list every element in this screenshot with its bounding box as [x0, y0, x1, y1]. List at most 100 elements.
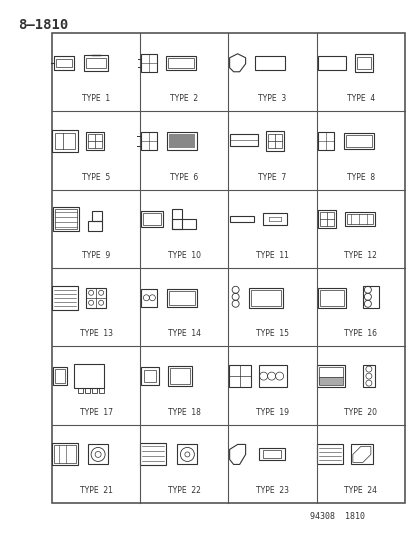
Bar — [54, 446, 76, 463]
Bar — [258, 448, 284, 461]
Bar — [319, 290, 343, 306]
Bar — [141, 212, 163, 228]
Text: TYPE  12: TYPE 12 — [344, 251, 376, 260]
Bar — [318, 377, 342, 385]
Bar — [318, 367, 342, 385]
Bar — [317, 56, 345, 70]
Text: TYPE  24: TYPE 24 — [344, 486, 377, 495]
Text: TYPE  9: TYPE 9 — [82, 251, 110, 260]
Bar — [52, 33, 404, 503]
Bar — [228, 365, 250, 387]
Text: TYPE  15: TYPE 15 — [256, 329, 288, 338]
Bar — [86, 288, 106, 308]
Bar — [172, 220, 196, 229]
Bar — [88, 445, 108, 464]
Bar — [84, 55, 108, 71]
Text: TYPE  6: TYPE 6 — [170, 173, 198, 182]
Bar — [141, 367, 159, 385]
Text: TYPE  21: TYPE 21 — [79, 486, 112, 495]
Bar — [356, 57, 370, 69]
Bar — [317, 132, 333, 150]
Text: TYPE  3: TYPE 3 — [258, 94, 286, 103]
Text: TYPE  17: TYPE 17 — [79, 408, 112, 417]
Text: TYPE  8: TYPE 8 — [346, 173, 374, 182]
Text: 8–1810: 8–1810 — [18, 18, 68, 32]
Bar — [141, 289, 157, 307]
Text: TYPE  13: TYPE 13 — [79, 329, 112, 338]
Bar — [350, 445, 372, 464]
Text: 94308  1810: 94308 1810 — [309, 512, 364, 521]
Text: TYPE  5: TYPE 5 — [82, 173, 110, 182]
Bar — [55, 369, 65, 383]
Text: TYPE  14: TYPE 14 — [167, 329, 200, 338]
Bar — [265, 131, 283, 151]
Bar — [53, 207, 79, 231]
Bar — [346, 214, 372, 224]
Bar — [177, 445, 197, 464]
Bar — [362, 286, 378, 308]
Bar — [167, 289, 197, 307]
Text: TYPE  20: TYPE 20 — [344, 408, 377, 417]
Text: TYPE  11: TYPE 11 — [256, 251, 288, 260]
Text: TYPE  22: TYPE 22 — [168, 486, 200, 495]
Text: TYPE  10: TYPE 10 — [167, 251, 200, 260]
Bar — [53, 367, 67, 385]
Bar — [250, 290, 280, 306]
Bar — [254, 56, 284, 70]
Bar — [52, 286, 78, 310]
Bar — [168, 58, 194, 68]
Bar — [56, 59, 72, 67]
Bar — [170, 368, 190, 384]
Bar — [258, 365, 286, 387]
Bar — [317, 211, 335, 229]
Bar — [74, 364, 104, 388]
Text: TYPE  18: TYPE 18 — [168, 408, 200, 417]
Bar — [86, 58, 106, 68]
Bar — [143, 213, 161, 225]
Bar — [141, 54, 157, 72]
Bar — [316, 365, 344, 387]
Bar — [248, 288, 282, 308]
Bar — [168, 366, 192, 386]
Bar — [229, 134, 257, 146]
Bar — [52, 443, 78, 465]
Text: TYPE  7: TYPE 7 — [258, 173, 286, 182]
Bar — [92, 212, 102, 221]
Bar — [319, 213, 333, 227]
Bar — [354, 54, 372, 72]
Text: TYPE  23: TYPE 23 — [256, 486, 288, 495]
Text: TYPE  19: TYPE 19 — [256, 408, 288, 417]
Bar — [344, 213, 374, 227]
Bar — [92, 388, 97, 393]
Text: TYPE  16: TYPE 16 — [344, 329, 377, 338]
Text: TYPE  4: TYPE 4 — [346, 94, 374, 103]
Bar — [262, 213, 286, 225]
Bar — [144, 370, 156, 382]
Bar — [229, 216, 253, 222]
Bar — [267, 134, 281, 148]
Bar — [169, 291, 195, 305]
Bar — [345, 135, 371, 147]
Bar — [86, 132, 104, 150]
Bar — [167, 132, 197, 150]
Bar — [85, 388, 90, 393]
Text: TYPE  1: TYPE 1 — [82, 94, 110, 103]
Bar — [343, 133, 373, 149]
Bar — [262, 450, 280, 458]
Bar — [88, 221, 102, 231]
Bar — [99, 388, 104, 393]
Bar — [55, 209, 77, 229]
Bar — [88, 134, 102, 148]
Bar — [140, 443, 166, 465]
Bar — [78, 388, 83, 393]
Bar — [169, 134, 195, 148]
Text: TYPE  2: TYPE 2 — [170, 94, 198, 103]
Bar — [316, 445, 342, 464]
Bar — [317, 288, 345, 308]
Bar — [52, 130, 78, 152]
Bar — [362, 365, 374, 387]
Bar — [141, 132, 157, 150]
Bar — [172, 209, 182, 229]
Bar — [55, 133, 75, 149]
Bar — [166, 56, 196, 70]
